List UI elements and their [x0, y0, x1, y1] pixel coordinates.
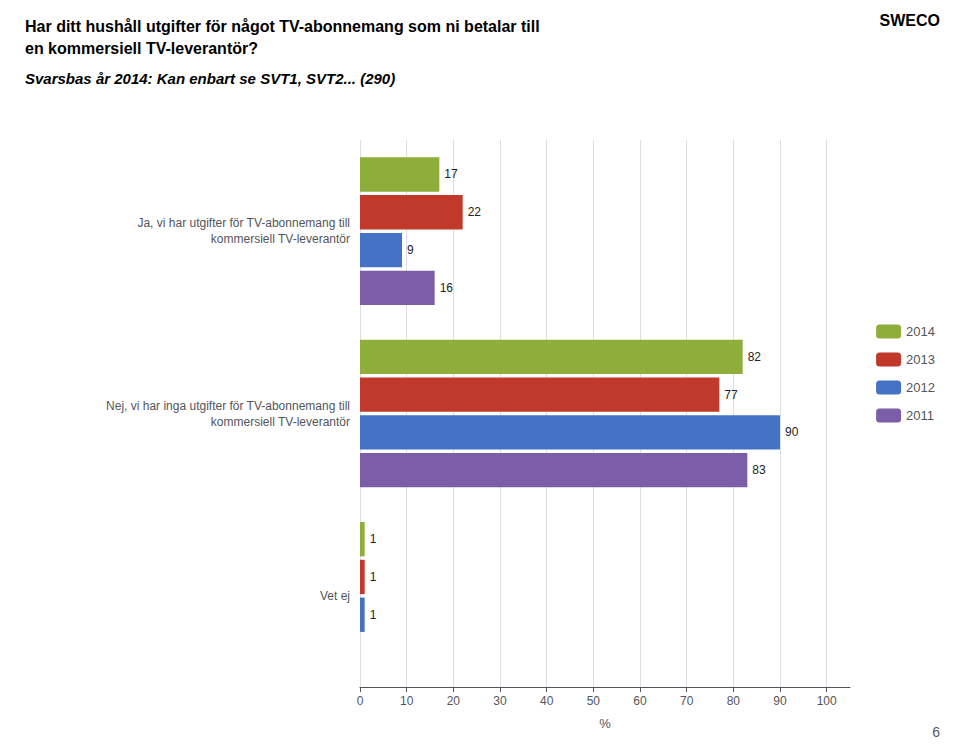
svg-text:Ja, vi har utgifter för TV-abo: Ja, vi har utgifter för TV-abonnemang ti…: [137, 216, 350, 230]
svg-text:Vet ej: Vet ej: [320, 589, 350, 603]
svg-text:60: 60: [633, 694, 647, 708]
svg-text:kommersiell TV-leverantör: kommersiell TV-leverantör: [211, 232, 350, 246]
svg-text:2012: 2012: [906, 380, 935, 395]
svg-text:20: 20: [447, 694, 461, 708]
svg-text:0: 0: [357, 694, 364, 708]
svg-text:70: 70: [680, 694, 694, 708]
svg-text:90: 90: [773, 694, 787, 708]
svg-text:2014: 2014: [906, 324, 935, 339]
svg-text:40: 40: [540, 694, 554, 708]
svg-text:30: 30: [493, 694, 507, 708]
svg-text:Svarsbas år 2014: Kan enbart s: Svarsbas år 2014: Kan enbart se SVT1, SV…: [25, 70, 395, 87]
svg-text:9: 9: [407, 243, 414, 257]
svg-text:10: 10: [400, 694, 414, 708]
svg-text:1: 1: [370, 532, 377, 546]
svg-text:17: 17: [444, 167, 458, 181]
svg-text:50: 50: [587, 694, 601, 708]
svg-text:90: 90: [785, 425, 799, 439]
svg-text:kommersiell TV-leverantör: kommersiell TV-leverantör: [211, 415, 350, 429]
svg-text:Nej, vi har inga utgifter för: Nej, vi har inga utgifter för TV-abonnem…: [106, 399, 350, 413]
svg-text:1: 1: [370, 570, 377, 584]
svg-text:Har ditt hushåll utgifter för: Har ditt hushåll utgifter för något TV-a…: [25, 18, 540, 35]
svg-text:16: 16: [440, 281, 454, 295]
svg-text:2013: 2013: [906, 352, 935, 367]
svg-text:80: 80: [727, 694, 741, 708]
svg-text:100: 100: [817, 694, 837, 708]
svg-text:22: 22: [468, 205, 482, 219]
svg-text:1: 1: [370, 608, 377, 622]
svg-text:82: 82: [748, 350, 762, 364]
svg-text:6: 6: [932, 724, 940, 740]
svg-text:2011: 2011: [906, 408, 934, 423]
svg-text:%: %: [599, 716, 611, 731]
svg-text:en kommersiell TV-leverantör?: en kommersiell TV-leverantör?: [25, 40, 258, 57]
svg-text:77: 77: [724, 388, 738, 402]
svg-text:SWECO: SWECO: [880, 12, 940, 29]
svg-text:83: 83: [752, 463, 766, 477]
